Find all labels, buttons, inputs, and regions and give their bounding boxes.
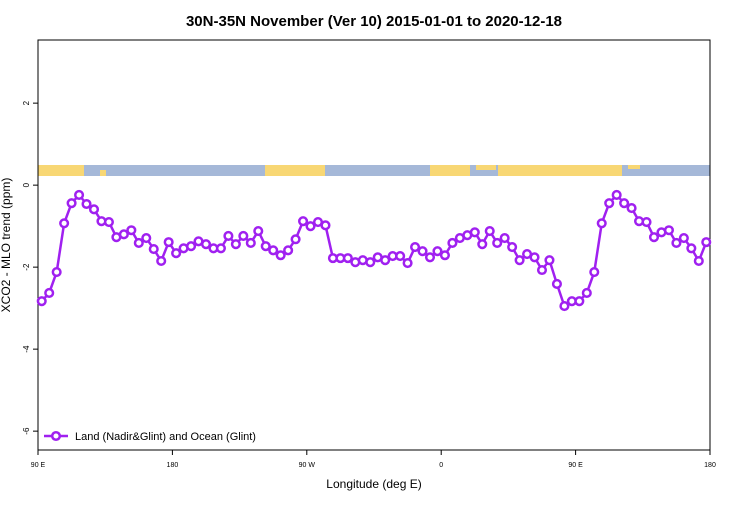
data-point	[641, 216, 652, 228]
data-point	[499, 232, 510, 244]
data-point	[133, 237, 144, 248]
data-point	[126, 225, 137, 236]
data-point	[305, 221, 316, 232]
data-point	[469, 227, 480, 238]
data-point	[141, 232, 152, 244]
data-point	[320, 220, 331, 231]
data-point	[477, 239, 488, 250]
data-point	[536, 264, 548, 276]
data-point	[529, 252, 540, 263]
x-axis-label: Longitude (deg E)	[326, 477, 421, 491]
data-point	[432, 246, 443, 257]
data-point	[648, 232, 660, 243]
data-point	[81, 198, 92, 210]
data-point	[701, 237, 712, 248]
data-point	[671, 237, 682, 248]
data-point	[342, 253, 353, 264]
x-tick-label: 0	[439, 462, 443, 469]
data-point	[544, 255, 555, 266]
data-point	[156, 255, 167, 267]
data-point	[283, 245, 294, 256]
data-point	[678, 232, 689, 244]
data-point	[238, 230, 249, 242]
data-point	[245, 237, 256, 248]
data-point	[200, 239, 212, 250]
data-point	[410, 242, 421, 253]
data-point	[253, 226, 264, 237]
x-tick-label: 90 W	[299, 462, 316, 469]
legend-label: Land (Nadir&Glint) and Ocean (Glint)	[75, 431, 256, 443]
data-point	[693, 255, 704, 267]
land-ocean-strip	[38, 165, 710, 176]
data-point	[103, 216, 114, 228]
y-tick-label: 0	[22, 182, 31, 187]
data-point	[514, 255, 525, 266]
data-point	[574, 296, 585, 307]
legend-marker	[50, 430, 62, 442]
data-point	[559, 301, 570, 312]
data-point	[44, 287, 55, 299]
data-point	[66, 198, 77, 209]
data-point	[581, 287, 592, 299]
data-point	[589, 267, 600, 278]
data-point	[619, 198, 630, 209]
data-point	[74, 189, 85, 201]
data-point	[268, 245, 279, 256]
y-tick-label: -2	[22, 263, 31, 271]
data-point	[402, 257, 413, 269]
y-tick-label: -6	[22, 427, 31, 435]
data-point	[223, 230, 234, 242]
data-point	[604, 198, 615, 209]
data-point	[163, 237, 174, 248]
data-point	[186, 241, 197, 252]
y-axis-label: XCO2 - MLO trend (ppm)	[0, 178, 13, 313]
data-point	[51, 267, 62, 278]
data-point	[230, 239, 241, 250]
data-point	[484, 226, 495, 237]
x-tick-label: 180	[167, 462, 179, 469]
data-point	[596, 218, 607, 229]
data-point	[611, 189, 622, 201]
data-point	[447, 237, 458, 248]
x-tick-label: 180	[704, 462, 716, 469]
data-point	[380, 255, 391, 266]
x-tick-label: 90 E	[568, 462, 583, 469]
data-point	[36, 296, 47, 307]
x-tick-label: 90 E	[31, 462, 46, 469]
data-point	[395, 251, 406, 262]
data-point	[424, 252, 436, 263]
data-point	[663, 225, 674, 236]
chart-title: 30N-35N November (Ver 10) 2015-01-01 to …	[186, 13, 562, 30]
data-point	[88, 204, 100, 215]
data-point	[171, 248, 182, 259]
data-point	[298, 216, 309, 227]
data-point	[551, 278, 562, 290]
data-point	[260, 241, 271, 252]
data-point	[492, 237, 503, 248]
y-tick-label: 2	[22, 100, 31, 105]
y-tick-label: -4	[22, 345, 31, 353]
data-point	[59, 218, 70, 229]
data-line	[40, 193, 708, 309]
data-point	[507, 242, 518, 253]
data-point	[275, 250, 286, 261]
data-point	[417, 246, 428, 257]
data-point	[118, 229, 129, 240]
data-point	[290, 234, 301, 245]
data-point	[148, 244, 159, 255]
data-point	[365, 257, 376, 268]
data-point	[686, 243, 697, 254]
data-point	[215, 243, 226, 254]
data-point	[439, 250, 450, 261]
data-point	[626, 203, 637, 214]
